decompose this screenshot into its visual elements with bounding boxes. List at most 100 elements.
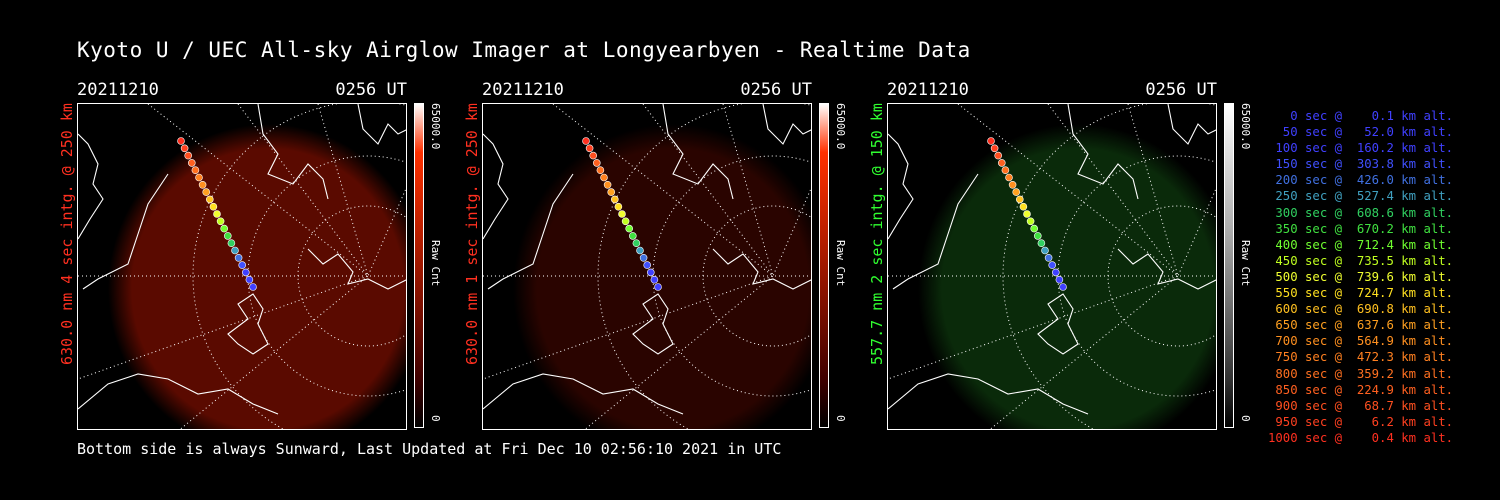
- track-point: [198, 181, 207, 189]
- track-point: [643, 261, 651, 269]
- legend-row: 50 sec @ 52.0 km alt.: [1268, 125, 1454, 140]
- panel-date: 20211210: [77, 80, 159, 100]
- colorbar-min: 0: [429, 415, 442, 422]
- panel-time: 0256 UT: [1145, 80, 1217, 100]
- colorbar: [819, 103, 829, 428]
- legend-row: 850 sec @ 224.9 km alt.: [1268, 382, 1454, 397]
- track-point: [177, 137, 185, 145]
- page-title: Kyoto U / UEC All-sky Airglow Imager at …: [77, 38, 971, 62]
- track-point: [180, 144, 189, 153]
- coastline: [1067, 104, 1139, 200]
- track-point: [224, 232, 232, 240]
- grid-circle: [1057, 155, 1216, 397]
- track-point: [990, 144, 999, 153]
- track-point: [216, 217, 225, 226]
- track-point: [195, 173, 203, 182]
- grid-line: [78, 104, 370, 380]
- track-point: [987, 137, 995, 145]
- track-point: [654, 283, 662, 291]
- legend-row: 1000 sec @ 0.4 km alt.: [1268, 430, 1454, 445]
- track-point: [1037, 239, 1046, 247]
- coastline: [712, 248, 811, 290]
- track-point: [231, 246, 239, 255]
- track-point: [209, 202, 218, 211]
- panel-wavelength-label: 630.0 nm 4 sec intg. @ 250 km: [58, 103, 76, 365]
- track-point: [603, 181, 612, 189]
- track-point: [1055, 275, 1064, 284]
- colorbar-min: 0: [1239, 415, 1252, 422]
- legend-row: 300 sec @ 608.6 km alt.: [1268, 205, 1454, 220]
- colorbar: [414, 103, 424, 428]
- track-point: [188, 159, 196, 167]
- legend-row: 0 sec @ 0.1 km alt.: [1268, 109, 1454, 123]
- imager-panel-2: 20211210 0256 UT: [482, 80, 827, 430]
- track-point: [1001, 166, 1010, 174]
- imager-panel-3: 20211210 0256 UT: [887, 80, 1232, 430]
- imager-panel-1: 20211210 0256 UT: [77, 80, 422, 430]
- coastline: [892, 173, 979, 290]
- track-point: [629, 232, 637, 240]
- colorbar-max: 65000.0: [429, 103, 442, 150]
- track-point: [1034, 232, 1042, 240]
- track-point: [625, 224, 633, 233]
- track-point: [611, 195, 619, 204]
- coastline: [662, 104, 734, 200]
- panel-date: 20211210: [887, 80, 969, 100]
- legend-row: 750 sec @ 472.3 km alt.: [1268, 350, 1454, 365]
- track-point: [1059, 283, 1067, 291]
- track-point: [202, 188, 210, 196]
- legend-row: 550 sec @ 724.7 km alt.: [1268, 286, 1454, 301]
- coastline: [82, 173, 169, 290]
- coastline: [78, 133, 104, 240]
- track-point: [650, 275, 659, 284]
- legend-row: 700 sec @ 564.9 km alt.: [1268, 334, 1454, 349]
- panel-wavelength-label: 630.0 nm 1 sec intg. @ 250 km: [463, 103, 481, 365]
- track-point: [242, 268, 250, 277]
- coastline: [632, 293, 674, 355]
- track-point: [184, 151, 192, 160]
- legend-row: 350 sec @ 670.2 km alt.: [1268, 221, 1454, 236]
- track-point: [245, 275, 254, 284]
- legend-row: 400 sec @ 712.4 km alt.: [1268, 237, 1454, 252]
- legend-row: 800 sec @ 359.2 km alt.: [1268, 366, 1454, 381]
- track-point: [1019, 202, 1028, 211]
- track-point: [994, 151, 1002, 160]
- track-point: [636, 246, 644, 255]
- coastline: [1037, 293, 1079, 355]
- track-point: [238, 261, 246, 269]
- colorbar-unit: Raw Cnt: [429, 240, 442, 287]
- track-point: [1016, 195, 1024, 204]
- track-point: [234, 254, 243, 262]
- airglow-field: [108, 124, 406, 429]
- coastline: [483, 133, 509, 240]
- panel-date: 20211210: [482, 80, 564, 100]
- airglow-field: [918, 124, 1216, 429]
- track-point: [1048, 261, 1056, 269]
- track-point: [1008, 181, 1017, 189]
- track-point: [582, 137, 590, 145]
- track-point: [632, 239, 641, 247]
- coastline: [762, 104, 811, 145]
- colorbar-max: 65000.0: [834, 103, 847, 150]
- track-point: [227, 239, 236, 247]
- colorbar-min: 0: [834, 415, 847, 422]
- grid-line: [888, 104, 1180, 380]
- legend-row: 200 sec @ 426.0 km alt.: [1268, 173, 1454, 188]
- track-point: [1026, 217, 1035, 226]
- colorbar-unit: Raw Cnt: [1239, 240, 1252, 287]
- legend-row: 650 sec @ 637.6 km alt.: [1268, 318, 1454, 333]
- legend-row: 450 sec @ 735.5 km alt.: [1268, 253, 1454, 268]
- legend-row: 250 sec @ 527.4 km alt.: [1268, 189, 1454, 204]
- track-point: [206, 195, 214, 204]
- legend-row: 100 sec @ 160.2 km alt.: [1268, 141, 1454, 156]
- track-point: [1005, 173, 1013, 182]
- grid-circle: [247, 155, 406, 397]
- coastline: [487, 173, 574, 290]
- coastline: [1167, 104, 1216, 145]
- altitude-legend: 0 sec @ 0.1 km alt. 50 sec @ 52.0 km alt…: [1268, 108, 1454, 446]
- allsky-image: [482, 103, 812, 430]
- track-point: [639, 254, 648, 262]
- track-point: [1012, 188, 1020, 196]
- track-point: [213, 210, 221, 218]
- track-point: [593, 159, 601, 167]
